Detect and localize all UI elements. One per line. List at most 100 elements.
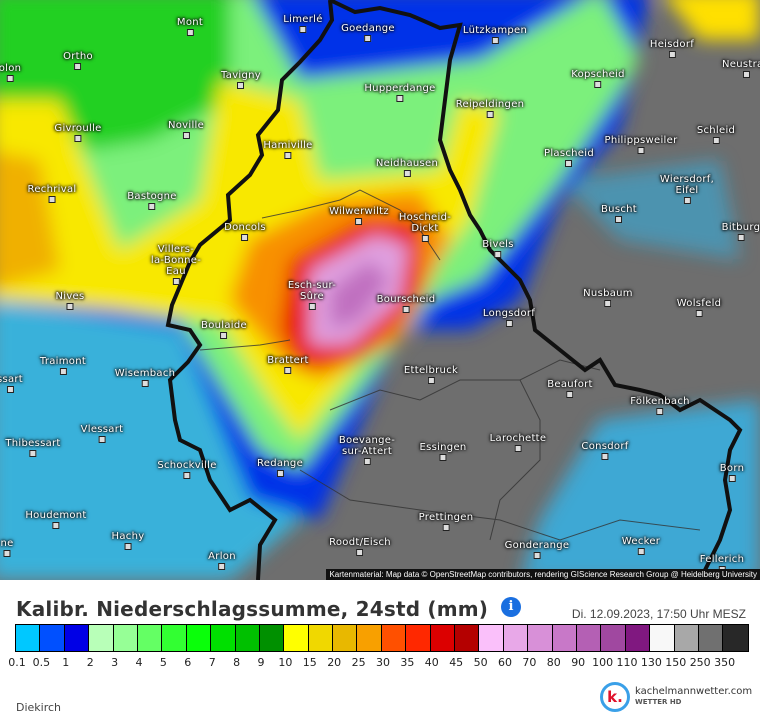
color-swatch bbox=[698, 625, 724, 651]
city-label: Arlon bbox=[208, 551, 236, 570]
city-label: Boulaide bbox=[201, 320, 247, 339]
city-label: Hupperdange bbox=[364, 83, 435, 102]
city-marker-icon bbox=[363, 458, 371, 465]
city-label: Nives bbox=[55, 291, 84, 310]
city-label: Noville bbox=[168, 120, 204, 139]
scale-label: 30 bbox=[376, 656, 390, 669]
scale-label: 35 bbox=[400, 656, 415, 669]
city-name: Vlessart bbox=[80, 424, 124, 435]
city-label: Houdemont bbox=[25, 510, 86, 529]
color-swatch bbox=[479, 625, 504, 651]
color-swatch bbox=[601, 625, 626, 651]
city-name: Roodt/Eisch bbox=[329, 537, 391, 548]
city-marker-icon bbox=[218, 563, 226, 570]
color-swatch bbox=[333, 625, 358, 651]
city-label: Wisembach bbox=[115, 368, 176, 387]
city-marker-icon bbox=[74, 135, 82, 142]
city-marker-icon bbox=[486, 111, 494, 118]
city-label: Schleid bbox=[697, 125, 735, 144]
city-marker-icon bbox=[491, 37, 499, 44]
city-label: Doncols bbox=[224, 222, 266, 241]
radar-map[interactable]: Mont Limerlé Goedange Lützkampen Heisdorf Neu… bbox=[0, 0, 760, 580]
city-name: Lützkampen bbox=[462, 25, 528, 36]
city-marker-icon bbox=[695, 310, 703, 317]
color-swatch bbox=[576, 625, 602, 651]
city-name: Heisdorf bbox=[649, 39, 695, 50]
city-name: Neustraß bbox=[721, 59, 760, 70]
color-swatch bbox=[137, 625, 163, 651]
city-name: Larochette bbox=[489, 433, 547, 444]
city-label: Fölkenbach bbox=[630, 396, 690, 415]
city-marker-icon bbox=[364, 35, 372, 42]
city-name: Limerlé bbox=[283, 14, 323, 25]
logo-sub: WETTER HD bbox=[635, 698, 682, 706]
scale-label: 250 bbox=[689, 656, 711, 669]
city-label: Heisdorf bbox=[650, 39, 694, 58]
legend-title: Kalibr. Niederschlagssumme, 24std (mm) bbox=[16, 597, 489, 621]
scale-label: 70 bbox=[522, 656, 537, 669]
color-swatch bbox=[211, 625, 236, 651]
city-name: Hamiville bbox=[263, 140, 313, 151]
timestamp: Di. 12.09.2023, 17:50 Uhr MESZ bbox=[571, 607, 746, 621]
city-label: Mont bbox=[177, 17, 203, 36]
city-label: Rechrival bbox=[28, 184, 77, 203]
scale-label: 0.1 bbox=[8, 656, 26, 669]
city-marker-icon bbox=[421, 235, 429, 242]
city-label: Buscht bbox=[601, 204, 637, 223]
scale-label: 130 bbox=[640, 656, 662, 669]
city-marker-icon bbox=[396, 95, 404, 102]
color-swatch bbox=[381, 625, 407, 651]
city-marker-icon bbox=[712, 137, 720, 144]
city-name: Tavigny bbox=[221, 70, 261, 81]
city-name: Bastogne bbox=[127, 191, 177, 202]
city-marker-icon bbox=[356, 549, 364, 556]
city-name: ssart bbox=[0, 374, 24, 385]
city-label: Boevange- sur-Attert bbox=[339, 435, 395, 465]
city-name: Arlon bbox=[208, 551, 236, 562]
city-name: Givroulle bbox=[54, 123, 102, 134]
city-marker-icon bbox=[656, 408, 664, 415]
color-swatch bbox=[40, 625, 65, 651]
scale-label: 350 bbox=[714, 656, 736, 669]
city-label: Prettingen bbox=[419, 512, 474, 531]
city-name: Schockville bbox=[157, 460, 217, 471]
city-marker-icon bbox=[637, 147, 645, 154]
city-marker-icon bbox=[299, 26, 307, 33]
city-label: Hamiville bbox=[263, 140, 312, 159]
scale-label: 45 bbox=[449, 656, 464, 669]
city-label: Thibessart bbox=[5, 438, 60, 457]
city-name: Noville bbox=[167, 120, 205, 131]
city-name: Fellerich bbox=[699, 554, 745, 565]
color-swatch bbox=[723, 625, 748, 651]
city-marker-icon bbox=[683, 197, 691, 204]
city-marker-icon bbox=[59, 368, 67, 375]
city-label: Villers- la-Bonne- Eau bbox=[151, 244, 201, 285]
color-swatch bbox=[113, 625, 138, 651]
city-marker-icon bbox=[3, 550, 11, 557]
city-marker-icon bbox=[48, 196, 56, 203]
city-name: Houdemont bbox=[25, 510, 87, 521]
color-swatch bbox=[650, 625, 675, 651]
city-label: Plascheid bbox=[544, 148, 594, 167]
city-name: Esch-sur- Sûre bbox=[287, 280, 337, 302]
city-marker-icon bbox=[74, 63, 82, 70]
city-name: Wecker bbox=[621, 536, 661, 547]
scale-label: 2 bbox=[86, 656, 94, 669]
color-swatch bbox=[284, 625, 309, 651]
city-marker-icon bbox=[284, 152, 292, 159]
color-swatch bbox=[528, 625, 553, 651]
map-attribution[interactable]: Kartenmaterial: Map data © OpenStreetMap… bbox=[326, 569, 760, 580]
color-swatch bbox=[625, 625, 651, 651]
info-icon[interactable]: i bbox=[501, 597, 521, 617]
scale-label: 10 bbox=[278, 656, 293, 669]
city-marker-icon bbox=[182, 132, 190, 139]
city-label: Tavigny bbox=[221, 70, 261, 89]
city-marker-icon bbox=[172, 278, 180, 285]
city-name: Rechrival bbox=[27, 184, 77, 195]
city-name: Wiersdorf, Eifel bbox=[659, 174, 715, 196]
city-marker-icon bbox=[241, 234, 249, 241]
kachelmannwetter-logo[interactable]: k. kachelmannwetter.com WETTER HD bbox=[600, 682, 752, 712]
city-marker-icon bbox=[427, 377, 435, 384]
city-marker-icon bbox=[141, 380, 149, 387]
city-marker-icon bbox=[308, 303, 316, 310]
